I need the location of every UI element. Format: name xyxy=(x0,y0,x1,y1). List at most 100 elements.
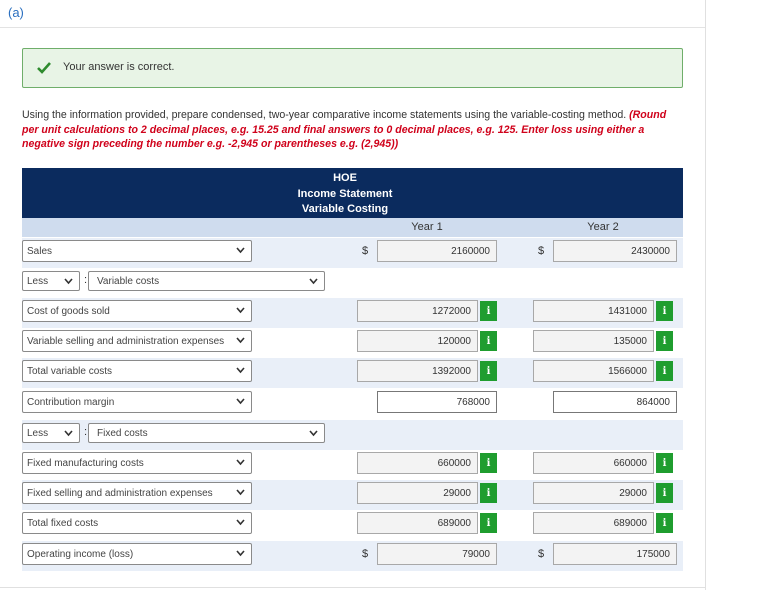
info-icon[interactable]: i xyxy=(480,453,497,473)
column-header-row: Year 1 Year 2 xyxy=(22,218,683,237)
info-icon[interactable]: i xyxy=(656,513,673,533)
table-row: Less: Fixed costs xyxy=(22,420,683,450)
amount-input[interactable]: 689000 xyxy=(357,512,478,534)
amount-input[interactable]: 660000 xyxy=(357,452,478,474)
chevron xyxy=(309,430,318,437)
label-text: Operating income (loss) xyxy=(27,549,134,560)
label-select[interactable]: Variable selling and administration expe… xyxy=(22,330,252,352)
amount-input[interactable]: 2160000 xyxy=(377,240,497,262)
table-row: Less: Variable costs xyxy=(22,268,683,298)
table-row: Operating income (loss) $79000 $175000 xyxy=(22,541,683,571)
amount-input[interactable]: 2430000 xyxy=(553,240,677,262)
company-name: HOE xyxy=(333,172,357,184)
check-icon xyxy=(37,62,51,74)
prefix-select[interactable]: Less xyxy=(22,423,80,443)
table-row: Sales $2160000 $2430000 xyxy=(22,238,683,268)
label-select[interactable]: Fixed costs xyxy=(88,423,325,443)
chevron xyxy=(236,247,245,254)
info-icon[interactable]: i xyxy=(656,453,673,473)
amount-input[interactable]: 29000 xyxy=(533,482,654,504)
amount-input[interactable]: 1392000 xyxy=(357,360,478,382)
label-text: Sales xyxy=(27,246,53,257)
feedback-text: Your answer is correct. xyxy=(63,61,175,73)
label-select[interactable]: Total fixed costs xyxy=(22,512,252,534)
instructions-hint: (Round per unit calculations to 2 decima… xyxy=(22,109,667,150)
label-select[interactable]: Variable costs xyxy=(88,271,325,291)
separator: : xyxy=(84,426,88,438)
table-row: Fixed selling and administration expense… xyxy=(22,480,683,510)
prefix-text: Less xyxy=(27,428,49,439)
divider xyxy=(0,587,705,588)
label-select[interactable]: Fixed manufacturing costs xyxy=(22,452,252,474)
label-text: Variable selling and administration expe… xyxy=(27,336,225,347)
label-select[interactable]: Operating income (loss) xyxy=(22,543,252,565)
chevron xyxy=(236,519,245,526)
info-icon[interactable]: i xyxy=(480,513,497,533)
chevron xyxy=(236,367,245,374)
amount-input[interactable]: 864000 xyxy=(553,391,677,413)
info-icon[interactable]: i xyxy=(656,301,673,321)
chevron xyxy=(236,398,245,405)
label-text: Variable costs xyxy=(97,276,160,287)
instructions-text: Using the information provided, prepare … xyxy=(22,109,627,121)
chevron xyxy=(236,307,245,314)
label-select[interactable]: Cost of goods sold xyxy=(22,300,252,322)
label-select[interactable]: Total variable costs xyxy=(22,360,252,382)
amount-input[interactable]: 29000 xyxy=(357,482,478,504)
label-text: Fixed manufacturing costs xyxy=(27,458,144,469)
part-header: (a) xyxy=(0,0,705,28)
info-icon[interactable]: i xyxy=(480,301,497,321)
currency: $ xyxy=(538,245,545,257)
feedback-box: Your answer is correct. xyxy=(22,48,683,88)
chevron xyxy=(236,489,245,496)
chevron xyxy=(64,278,73,285)
label-text: Fixed costs xyxy=(97,428,148,439)
info-icon[interactable]: i xyxy=(480,331,497,351)
label-select[interactable]: Contribution margin xyxy=(22,391,252,413)
table-row: Total fixed costs 689000 i 689000 i xyxy=(22,510,683,540)
column-header: Year 2 xyxy=(587,221,619,233)
currency: $ xyxy=(362,245,369,257)
info-icon[interactable]: i xyxy=(656,483,673,503)
prefix-text: Less xyxy=(27,276,49,287)
amount-input[interactable]: 689000 xyxy=(533,512,654,534)
amount-input[interactable]: 135000 xyxy=(533,330,654,352)
amount-input[interactable]: 120000 xyxy=(357,330,478,352)
currency: $ xyxy=(538,548,545,560)
chevron xyxy=(236,550,245,557)
info-icon[interactable]: i xyxy=(480,483,497,503)
chevron xyxy=(236,337,245,344)
column-header: Year 1 xyxy=(411,221,443,233)
label-text: Total variable costs xyxy=(27,366,113,377)
label-select[interactable]: Sales xyxy=(22,240,252,262)
amount-input[interactable]: 660000 xyxy=(533,452,654,474)
part-label: (a) xyxy=(8,5,24,20)
table-row: Total variable costs 1392000 i 1566000 i xyxy=(22,358,683,388)
label-select[interactable]: Fixed selling and administration expense… xyxy=(22,482,252,504)
info-icon[interactable]: i xyxy=(480,361,497,381)
amount-input[interactable]: 175000 xyxy=(553,543,677,565)
info-icon[interactable]: i xyxy=(656,331,673,351)
label-text: Contribution margin xyxy=(27,397,115,408)
amount-input[interactable]: 79000 xyxy=(377,543,497,565)
label-text: Cost of goods sold xyxy=(27,306,110,317)
statement-name: Income Statement xyxy=(297,187,393,200)
table-row: Variable selling and administration expe… xyxy=(22,328,683,358)
amount-input[interactable]: 1272000 xyxy=(357,300,478,322)
chevron xyxy=(309,278,318,285)
info-icon[interactable]: i xyxy=(656,361,673,381)
amount-input[interactable]: 1566000 xyxy=(533,360,654,382)
table-row: Contribution margin 768000 864000 xyxy=(22,389,683,419)
divider xyxy=(705,0,706,590)
prefix-select[interactable]: Less xyxy=(22,271,80,291)
table-header: HOE Income Statement Variable Costing xyxy=(22,168,683,218)
method-name: Variable Costing xyxy=(301,203,389,215)
chevron xyxy=(64,430,73,437)
label-text: Fixed selling and administration expense… xyxy=(27,488,213,499)
amount-input[interactable]: 768000 xyxy=(377,391,497,413)
amount-input[interactable]: 1431000 xyxy=(533,300,654,322)
instructions: Using the information provided, prepare … xyxy=(22,108,667,152)
label-text: Total fixed costs xyxy=(27,518,99,529)
chevron xyxy=(236,459,245,466)
